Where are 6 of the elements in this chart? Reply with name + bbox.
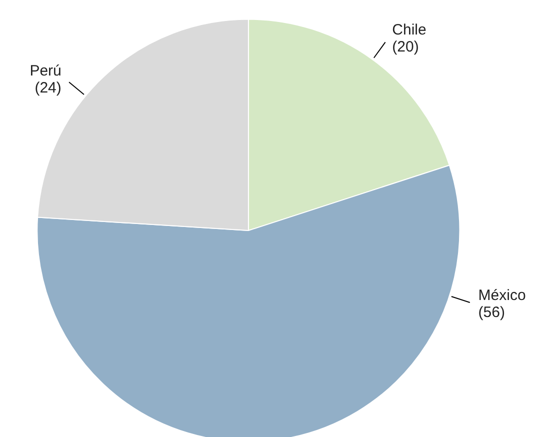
data-label: (56) [478, 304, 505, 321]
data-label: (24) [34, 79, 62, 96]
data-label: (20) [392, 38, 419, 56]
slice-label: Chile [392, 22, 426, 39]
slice-label: Perú [30, 62, 62, 80]
slice-label: México [478, 286, 526, 304]
